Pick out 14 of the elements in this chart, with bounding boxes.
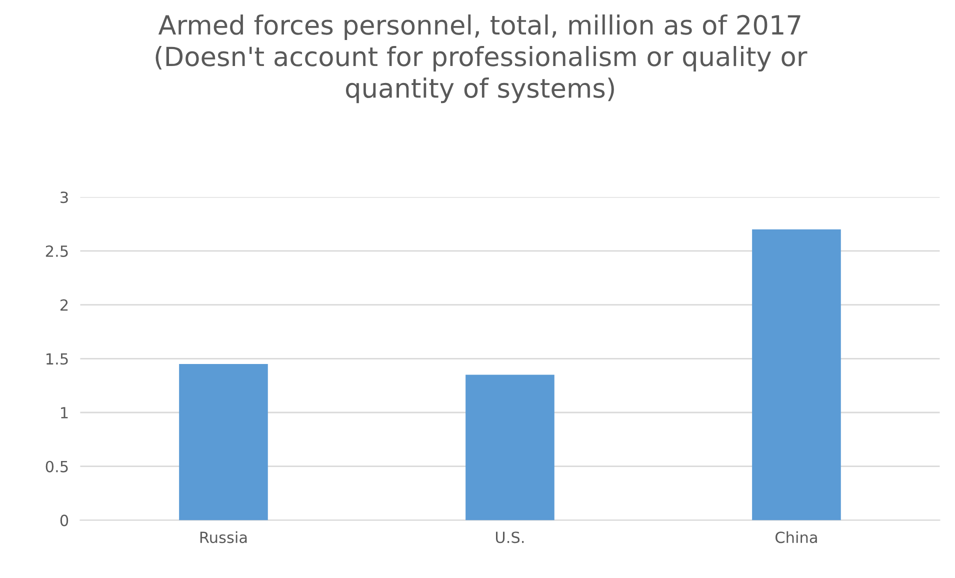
x-tick-label: Russia <box>200 531 247 544</box>
y-tick-label: 1.5 <box>46 353 68 365</box>
y-tick-label: 2 <box>60 299 68 311</box>
bar <box>466 374 554 520</box>
y-tick-label: 0 <box>60 514 68 526</box>
x-tick-label: China <box>776 531 817 544</box>
bar <box>752 229 841 520</box>
y-tick-label: 0.5 <box>46 460 68 472</box>
chart-title: Armed forces personnel, total, million as of 2017 (Doesn't account for professionalism or quality or quantity of systems) <box>156 14 808 104</box>
y-tick-label: 3 <box>60 192 68 204</box>
y-tick-label: 1 <box>61 407 68 418</box>
x-tick-label: U.S. <box>496 532 524 544</box>
y-tick-label: 2.5 <box>46 245 68 257</box>
bar <box>179 364 268 520</box>
